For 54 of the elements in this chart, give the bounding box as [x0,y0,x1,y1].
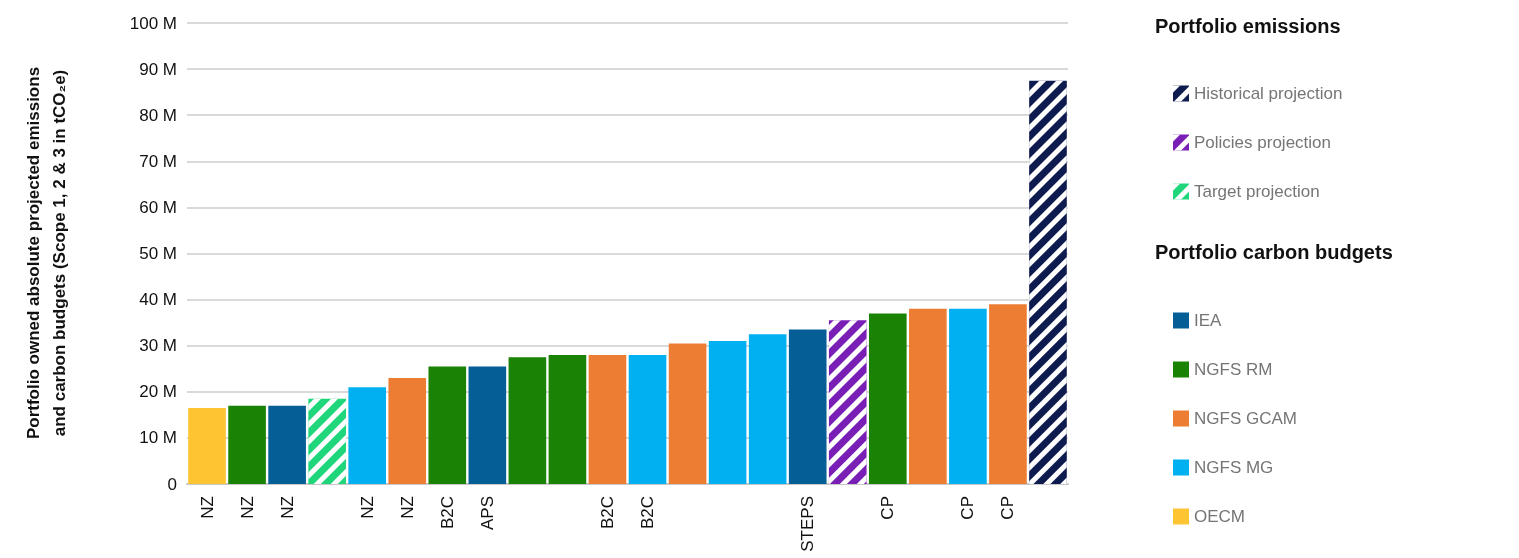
legend-label: Target projection [1194,182,1320,201]
bar [548,354,587,484]
x-tick-label: STEPS [798,496,818,552]
y-tick-label: 90 M [139,59,177,79]
legend-label: IEA [1194,311,1223,330]
y-axis-title: Portfolio owned absolute projected emissions and carbon budgets (Scope 1, 2 & 3 in tCO₂e) [23,66,69,440]
x-tick-label: B2C [597,496,617,530]
bar [909,308,947,484]
x-tick-label: NZ [197,496,217,519]
bar [468,366,507,484]
bar [628,354,667,484]
bar [748,334,787,484]
bar [989,304,1027,484]
bar [949,308,987,484]
x-tick-label: CP [998,496,1018,520]
legend-label: NGFS GCAM [1194,409,1297,428]
bar [348,387,387,484]
y-tick-label: 30 M [139,336,177,356]
x-tick-label: B2C [638,496,658,530]
legend-label: OECM [1194,507,1245,526]
legend-label: Policies projection [1194,133,1332,152]
x-tick-label: CP [878,496,898,520]
x-tick-label: NZ [237,496,257,519]
x-tick-label: NZ [357,496,377,519]
bar [788,329,827,484]
y-tick-label: 40 M [139,290,177,310]
x-tick-label: NZ [397,496,417,519]
bar [268,405,306,484]
y-tick-label: 60 M [139,197,177,217]
legend-label: Historical projection [1194,84,1343,103]
bar [228,405,266,484]
text: Portfolio carbon budgets [1155,241,1393,263]
bar [428,366,467,484]
y-tick-label: 20 M [139,382,177,402]
x-tick-label: APS [477,496,497,531]
y-tick-label: 50 M [139,244,177,263]
y-tick-label: 70 M [139,151,177,171]
x-tick-label: B2C [437,496,457,530]
x-tick-label: NZ [277,496,297,519]
y-tick-label: 0 [167,474,177,494]
y-tick-label: 100 M [129,13,177,33]
x-tick-label: CP [958,496,978,520]
bar [868,313,907,484]
bar [508,357,547,484]
legend-label: NGFS RM [1194,360,1273,379]
y-tick-label: 80 M [139,105,177,125]
bar [668,343,707,484]
bar [188,407,226,484]
bar [708,341,747,484]
legend-title: Portfolio emissions [1155,15,1341,37]
y-tick-label: 10 M [139,428,177,448]
legend-label: NGFS MG [1194,458,1274,477]
bar [588,354,627,484]
bar [388,377,427,484]
